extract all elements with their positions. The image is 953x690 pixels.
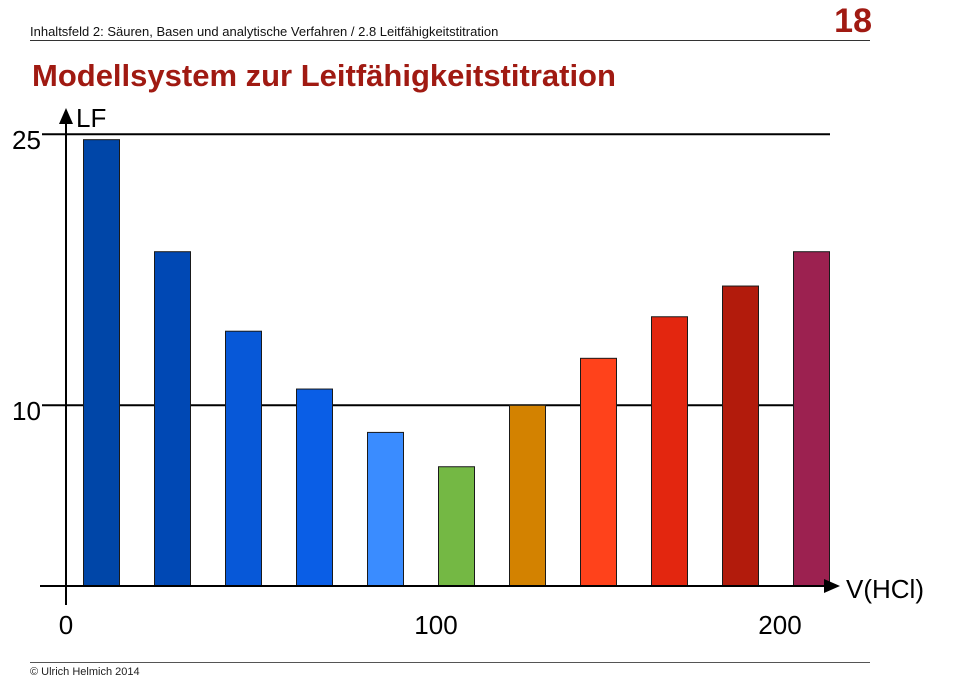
bar <box>651 316 688 587</box>
bars <box>83 139 830 587</box>
y-tick-label: 10 <box>12 396 41 426</box>
footer-rule <box>30 662 870 663</box>
bar <box>83 139 120 587</box>
bar <box>154 251 191 587</box>
bar <box>438 466 475 587</box>
chart: LF V(HCl) 10 25 0 100 200 <box>12 103 924 640</box>
y-axis-label: LF <box>76 103 106 133</box>
bar <box>296 388 333 587</box>
header-rule <box>30 40 870 41</box>
axes <box>40 108 840 605</box>
bar <box>722 285 759 587</box>
x-tick-label: 100 <box>414 610 457 640</box>
header-text: Inhaltsfeld 2: Säuren, Basen und analyti… <box>30 24 499 39</box>
x-tick-label: 0 <box>59 610 73 640</box>
y-axis-arrow <box>59 108 73 124</box>
bar <box>580 357 617 587</box>
y-tick-label: 25 <box>12 125 41 155</box>
page-number: 18 <box>834 2 872 40</box>
footer-text: © Ulrich Helmich 2014 <box>30 666 140 678</box>
x-axis-label: V(HCl) <box>846 574 924 604</box>
slide-title: Modellsystem zur Leitfähigkeitstitration <box>32 58 616 93</box>
bar <box>509 404 546 587</box>
bar <box>367 431 404 587</box>
labels: LF V(HCl) 10 25 0 100 200 <box>12 103 924 640</box>
bar <box>225 330 262 587</box>
x-axis-arrow <box>824 579 840 593</box>
x-tick-label: 200 <box>758 610 801 640</box>
bar <box>793 251 830 587</box>
